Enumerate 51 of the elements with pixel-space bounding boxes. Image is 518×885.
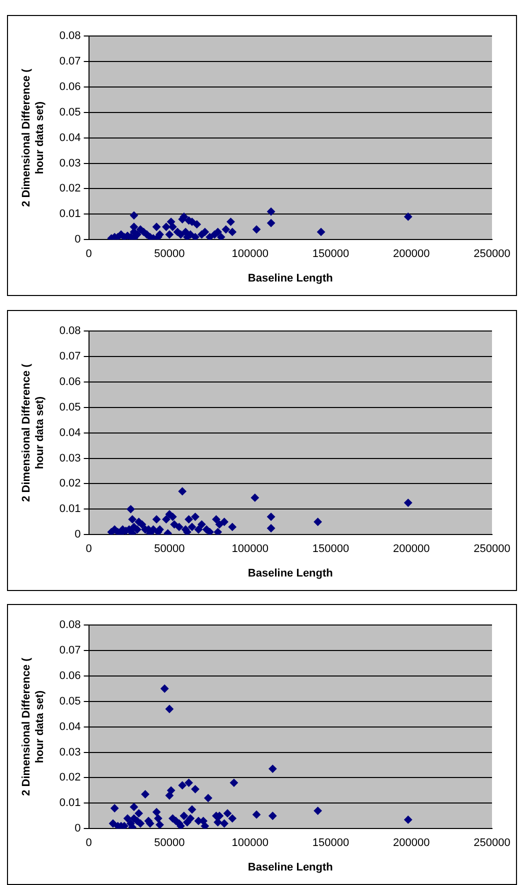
x-tick-label: 0 <box>86 248 92 260</box>
y-tick-label: 0 <box>74 822 81 835</box>
y-tick-label: 0.05 <box>59 106 81 118</box>
x-tick-label: 0 <box>86 543 92 556</box>
x-tick-label: 200000 <box>393 837 430 850</box>
y-axis-title: 2 Dimensional Difference ( hour data set) <box>20 363 46 502</box>
x-tick-label: 250000 <box>474 248 510 260</box>
x-tick-label: 250000 <box>474 543 510 556</box>
x-tick-label: 50000 <box>154 248 185 260</box>
y-tick-label: 0.01 <box>59 208 81 220</box>
x-tick-label: 50000 <box>154 837 185 850</box>
x-tick-label: 250000 <box>474 837 510 850</box>
y-tick-label: 0.08 <box>59 30 81 42</box>
x-tick-label: 100000 <box>232 543 268 556</box>
y-tick-label: 0.01 <box>59 503 81 516</box>
y-tick-label: 0.07 <box>59 644 81 656</box>
y-tick-label: 0.05 <box>59 695 81 708</box>
y-tick-label: 0.04 <box>59 132 81 144</box>
y-tick-label: 0.04 <box>59 720 81 733</box>
y-tick-label: 0.03 <box>59 452 81 464</box>
x-tick-label: 150000 <box>312 543 350 556</box>
y-axis-title: 2 Dimensional Difference ( hour data set) <box>20 657 46 796</box>
x-tick-label: 150000 <box>312 248 350 260</box>
y-tick-label: 0.02 <box>59 478 81 490</box>
y-tick-label: 0.07 <box>59 350 81 362</box>
y-tick-label: 0 <box>74 234 81 246</box>
x-tick-label: 50000 <box>154 543 185 556</box>
y-tick-label: 0.07 <box>59 55 81 68</box>
y-axis-title: 2 Dimensional Difference ( hour data set) <box>20 68 46 207</box>
y-tick-label: 0.05 <box>59 401 81 414</box>
y-tick-label: 0 <box>74 528 81 541</box>
x-tick-label: 100000 <box>232 837 268 850</box>
y-tick-label: 0.04 <box>59 426 81 439</box>
y-tick-label: 0.02 <box>59 772 81 784</box>
x-axis-title: Baseline Length <box>248 567 334 580</box>
y-tick-label: 0.03 <box>59 157 81 170</box>
x-tick-label: 200000 <box>393 543 430 556</box>
y-tick-label: 0.06 <box>59 376 81 388</box>
y-tick-label: 0.01 <box>59 797 81 810</box>
y-tick-label: 0.06 <box>59 80 81 93</box>
x-tick-label: 200000 <box>393 248 430 260</box>
x-axis-title: Baseline Length <box>248 861 334 874</box>
x-tick-label: 0 <box>86 837 92 850</box>
x-tick-label: 100000 <box>232 248 268 260</box>
x-axis-title: Baseline Length <box>248 272 334 284</box>
y-tick-label: 0.08 <box>59 325 81 338</box>
y-tick-label: 0.08 <box>59 619 81 632</box>
y-tick-label: 0.02 <box>59 182 81 195</box>
y-tick-label: 0.06 <box>59 670 81 682</box>
x-tick-label: 150000 <box>312 837 350 850</box>
y-tick-label: 0.03 <box>59 746 81 758</box>
